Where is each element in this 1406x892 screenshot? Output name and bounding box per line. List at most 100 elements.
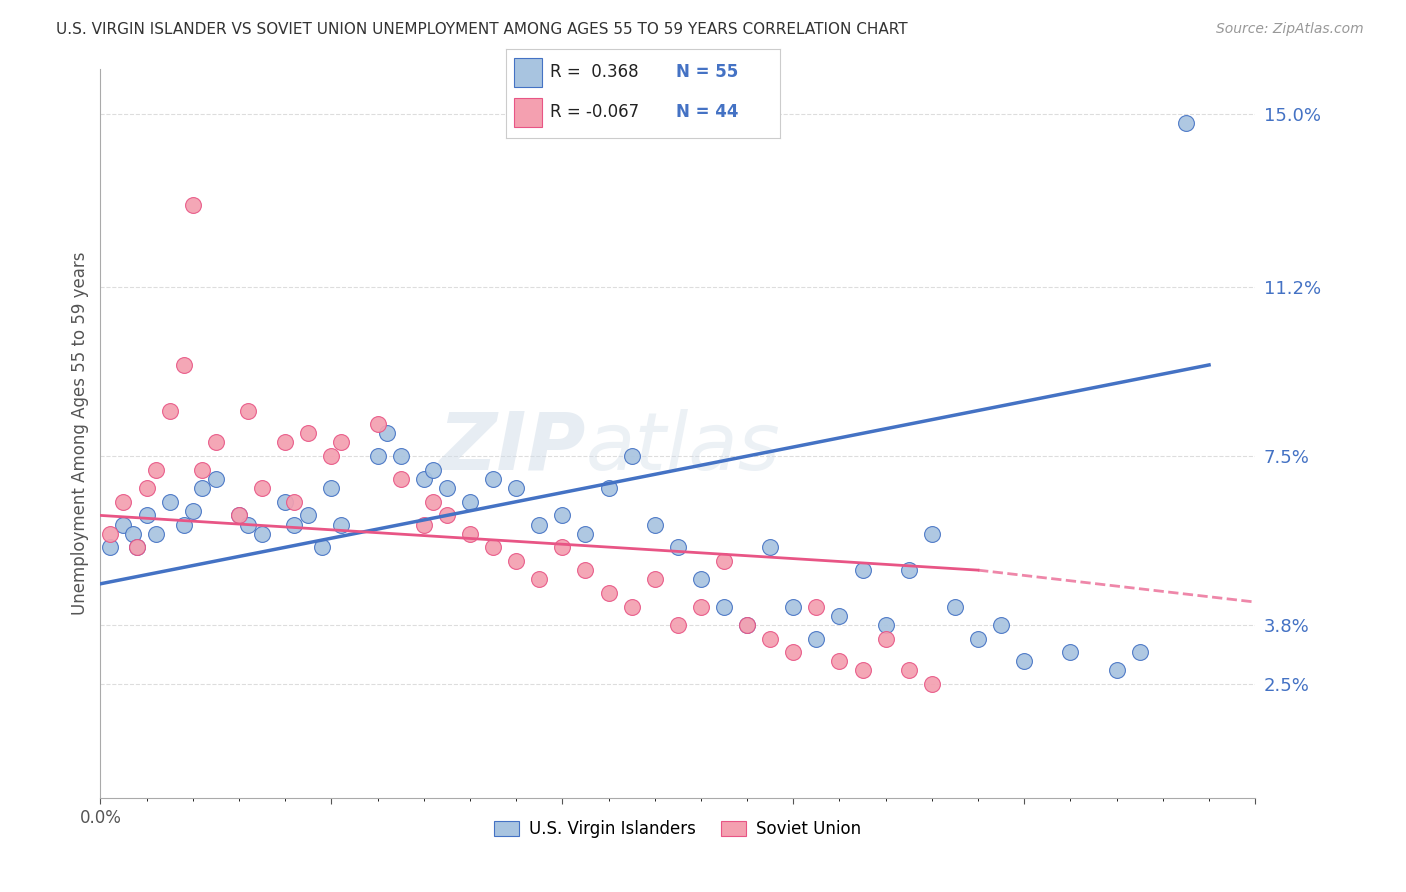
- Point: [759, 541, 782, 555]
- Point: [228, 508, 250, 523]
- Point: [851, 563, 873, 577]
- Point: [1012, 654, 1035, 668]
- Point: [828, 608, 851, 623]
- Point: [644, 517, 666, 532]
- Point: [297, 426, 319, 441]
- Point: [228, 508, 250, 523]
- Point: [329, 517, 352, 532]
- Point: [238, 517, 260, 532]
- Point: [897, 563, 920, 577]
- Point: [806, 632, 828, 646]
- Text: N = 44: N = 44: [676, 103, 738, 121]
- Text: Source: ZipAtlas.com: Source: ZipAtlas.com: [1216, 22, 1364, 37]
- Point: [759, 632, 782, 646]
- Point: [529, 517, 551, 532]
- Point: [375, 426, 398, 441]
- Point: [574, 526, 596, 541]
- Point: [173, 517, 195, 532]
- Point: [181, 504, 204, 518]
- Point: [921, 526, 943, 541]
- Point: [389, 449, 412, 463]
- Point: [135, 508, 157, 523]
- Point: [238, 403, 260, 417]
- Point: [458, 494, 481, 508]
- Point: [173, 358, 195, 372]
- Point: [422, 494, 444, 508]
- Point: [181, 198, 204, 212]
- Point: [205, 435, 228, 450]
- Point: [321, 481, 343, 495]
- Point: [274, 494, 297, 508]
- Point: [735, 618, 758, 632]
- Point: [806, 599, 828, 614]
- Point: [367, 449, 389, 463]
- Point: [620, 599, 643, 614]
- Point: [1105, 664, 1128, 678]
- Point: [551, 541, 574, 555]
- Point: [482, 541, 505, 555]
- Point: [666, 541, 689, 555]
- Text: R = -0.067: R = -0.067: [550, 103, 640, 121]
- Point: [145, 463, 167, 477]
- Y-axis label: Unemployment Among Ages 55 to 59 years: Unemployment Among Ages 55 to 59 years: [72, 252, 89, 615]
- Point: [250, 481, 273, 495]
- Point: [458, 526, 481, 541]
- Point: [551, 508, 574, 523]
- Point: [875, 632, 897, 646]
- Point: [135, 481, 157, 495]
- Point: [782, 599, 804, 614]
- Point: [1059, 645, 1081, 659]
- Text: N = 55: N = 55: [676, 62, 738, 81]
- Point: [127, 541, 149, 555]
- Point: [205, 472, 228, 486]
- Point: [828, 654, 851, 668]
- Point: [121, 526, 143, 541]
- Point: [367, 417, 389, 432]
- Point: [574, 563, 596, 577]
- Point: [297, 508, 319, 523]
- Point: [311, 541, 333, 555]
- Point: [620, 449, 643, 463]
- Point: [436, 481, 458, 495]
- Point: [191, 481, 214, 495]
- Text: atlas: atlas: [585, 409, 780, 487]
- Point: [897, 664, 920, 678]
- Point: [921, 677, 943, 691]
- Point: [436, 508, 458, 523]
- Point: [713, 599, 735, 614]
- Point: [482, 472, 505, 486]
- Point: [735, 618, 758, 632]
- Point: [1174, 116, 1197, 130]
- Point: [412, 472, 434, 486]
- Point: [112, 494, 135, 508]
- Point: [274, 435, 297, 450]
- Point: [389, 472, 412, 486]
- Bar: [515, 98, 541, 127]
- Point: [329, 435, 352, 450]
- Point: [412, 517, 434, 532]
- Point: [422, 463, 444, 477]
- Point: [529, 572, 551, 586]
- Point: [159, 403, 181, 417]
- Point: [644, 572, 666, 586]
- Point: [505, 554, 527, 568]
- Point: [127, 541, 149, 555]
- Point: [98, 541, 121, 555]
- Point: [1129, 645, 1152, 659]
- Point: [145, 526, 167, 541]
- Point: [159, 494, 181, 508]
- Text: U.S. VIRGIN ISLANDER VS SOVIET UNION UNEMPLOYMENT AMONG AGES 55 TO 59 YEARS CORR: U.S. VIRGIN ISLANDER VS SOVIET UNION UNE…: [56, 22, 908, 37]
- Point: [505, 481, 527, 495]
- Point: [98, 526, 121, 541]
- Point: [713, 554, 735, 568]
- Point: [690, 599, 713, 614]
- Point: [967, 632, 990, 646]
- Point: [943, 599, 966, 614]
- Point: [598, 481, 620, 495]
- Point: [598, 586, 620, 600]
- Legend: U.S. Virgin Islanders, Soviet Union: U.S. Virgin Islanders, Soviet Union: [488, 814, 868, 845]
- Point: [875, 618, 897, 632]
- Text: ZIP: ZIP: [439, 409, 585, 487]
- Point: [851, 664, 873, 678]
- Point: [283, 494, 305, 508]
